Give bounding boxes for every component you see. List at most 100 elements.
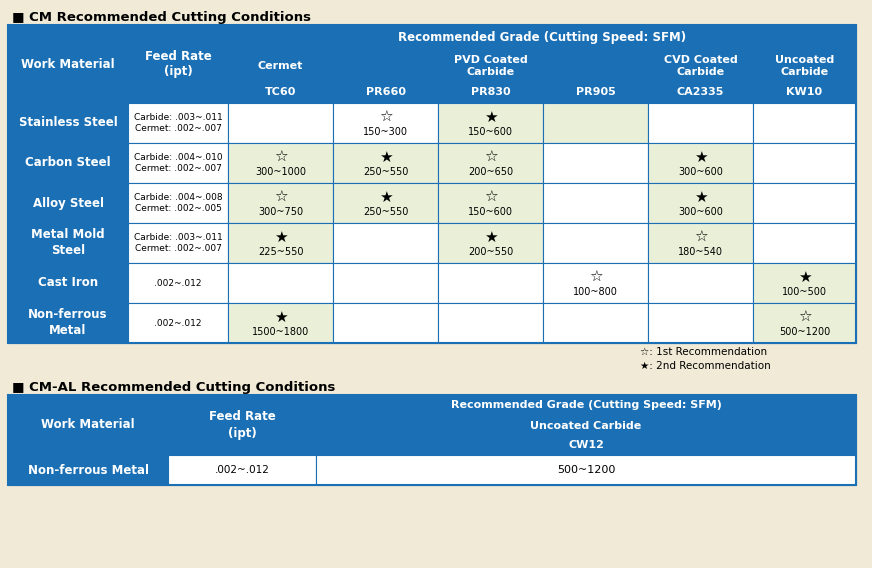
Bar [8, 303, 128, 343]
Bar [228, 183, 333, 223]
Bar [543, 143, 648, 183]
Bar [753, 183, 856, 223]
Text: 200~650: 200~650 [468, 167, 513, 177]
Text: 300~750: 300~750 [258, 207, 303, 217]
Bar [128, 25, 228, 103]
Bar [228, 143, 333, 183]
Text: Carbide: .003~.011
Cermet: .002~.007: Carbide: .003~.011 Cermet: .002~.007 [133, 233, 222, 253]
Bar [753, 51, 856, 81]
Text: .002~.012: .002~.012 [154, 319, 201, 328]
Text: TC60: TC60 [265, 87, 296, 97]
Bar [333, 263, 438, 303]
Text: 150~300: 150~300 [363, 127, 408, 137]
Text: ★: ★ [274, 310, 287, 325]
Text: ★: ★ [798, 270, 811, 285]
Text: ★: ★ [378, 190, 392, 205]
Text: PR660: PR660 [365, 87, 405, 97]
Text: ★: ★ [484, 110, 497, 126]
Bar [648, 81, 753, 103]
Bar [316, 455, 856, 485]
Text: 100~800: 100~800 [573, 287, 618, 297]
Bar [753, 81, 856, 103]
Text: Feed Rate
(ipt): Feed Rate (ipt) [145, 49, 211, 78]
Bar [543, 103, 648, 143]
Bar [648, 143, 753, 183]
Bar [8, 223, 128, 263]
Text: Work Material: Work Material [41, 419, 135, 432]
Bar [648, 183, 753, 223]
Text: Non-ferrous Metal: Non-ferrous Metal [28, 463, 148, 477]
Bar [648, 103, 753, 143]
Text: PVD Coated
Carbide: PVD Coated Carbide [453, 55, 528, 77]
Text: PR830: PR830 [471, 87, 510, 97]
Text: 180~540: 180~540 [678, 247, 723, 257]
Text: Cast Iron: Cast Iron [38, 277, 98, 290]
Text: CW12: CW12 [568, 441, 604, 450]
Text: 300~600: 300~600 [678, 167, 723, 177]
Text: Carbide: .003~.011
Cermet: .002~.007: Carbide: .003~.011 Cermet: .002~.007 [133, 113, 222, 133]
Bar [438, 103, 543, 143]
Text: ★: ★ [694, 151, 707, 165]
Bar [8, 25, 128, 103]
Bar [128, 263, 228, 303]
Bar [543, 223, 648, 263]
Text: 500~1200: 500~1200 [779, 327, 830, 337]
Text: Alloy Steel: Alloy Steel [32, 197, 104, 210]
Bar [316, 416, 856, 436]
Text: 300~600: 300~600 [678, 207, 723, 217]
Bar [128, 223, 228, 263]
Bar [438, 183, 543, 223]
Text: Recommended Grade (Cutting Speed: SFM): Recommended Grade (Cutting Speed: SFM) [451, 400, 721, 411]
Text: ☆: 1st Recommendation: ☆: 1st Recommendation [640, 347, 767, 357]
Text: Carbon Steel: Carbon Steel [25, 157, 111, 169]
Text: ★: ★ [274, 230, 287, 245]
Bar [228, 223, 333, 263]
Text: Metal Mold
Steel: Metal Mold Steel [31, 228, 105, 257]
Bar [333, 303, 438, 343]
Bar [438, 263, 543, 303]
Text: Stainless Steel: Stainless Steel [18, 116, 118, 130]
Bar [228, 51, 333, 81]
Bar [128, 183, 228, 223]
Text: Uncoated Carbide: Uncoated Carbide [530, 421, 642, 431]
Bar [128, 303, 228, 343]
Text: ☆: ☆ [484, 190, 497, 205]
Text: ★: ★ [484, 230, 497, 245]
Text: CVD Coated
Carbide: CVD Coated Carbide [664, 55, 738, 77]
Bar [333, 103, 438, 143]
Text: ■ CM-AL Recommended Cutting Conditions: ■ CM-AL Recommended Cutting Conditions [12, 381, 336, 394]
Text: CA2335: CA2335 [677, 87, 724, 97]
Text: ☆: ☆ [694, 230, 707, 245]
Text: 100~500: 100~500 [782, 287, 827, 297]
Bar [333, 183, 438, 223]
Bar [228, 81, 333, 103]
Bar [8, 183, 128, 223]
Bar [228, 263, 333, 303]
Bar [8, 143, 128, 183]
Bar [128, 103, 228, 143]
Text: Work Material: Work Material [21, 57, 115, 70]
Bar [753, 263, 856, 303]
Text: 150~600: 150~600 [468, 127, 513, 137]
Text: PR905: PR905 [576, 87, 616, 97]
Bar [228, 103, 333, 143]
Bar [8, 455, 168, 485]
Bar [438, 303, 543, 343]
Bar [228, 25, 856, 51]
Bar [753, 303, 856, 343]
Text: 150~600: 150~600 [468, 207, 513, 217]
Bar [316, 395, 856, 416]
Text: ☆: ☆ [274, 151, 287, 165]
Text: Uncoated
Carbide: Uncoated Carbide [775, 55, 835, 77]
Bar [8, 25, 856, 343]
Bar [168, 455, 316, 485]
Text: ■ CM Recommended Cutting Conditions: ■ CM Recommended Cutting Conditions [12, 11, 311, 24]
Text: 250~550: 250~550 [363, 167, 408, 177]
Bar [543, 81, 648, 103]
Text: ★: ★ [378, 151, 392, 165]
Bar [648, 223, 753, 263]
Text: ☆: ☆ [378, 110, 392, 126]
Text: 250~550: 250~550 [363, 207, 408, 217]
Bar [128, 143, 228, 183]
Bar [316, 436, 856, 455]
